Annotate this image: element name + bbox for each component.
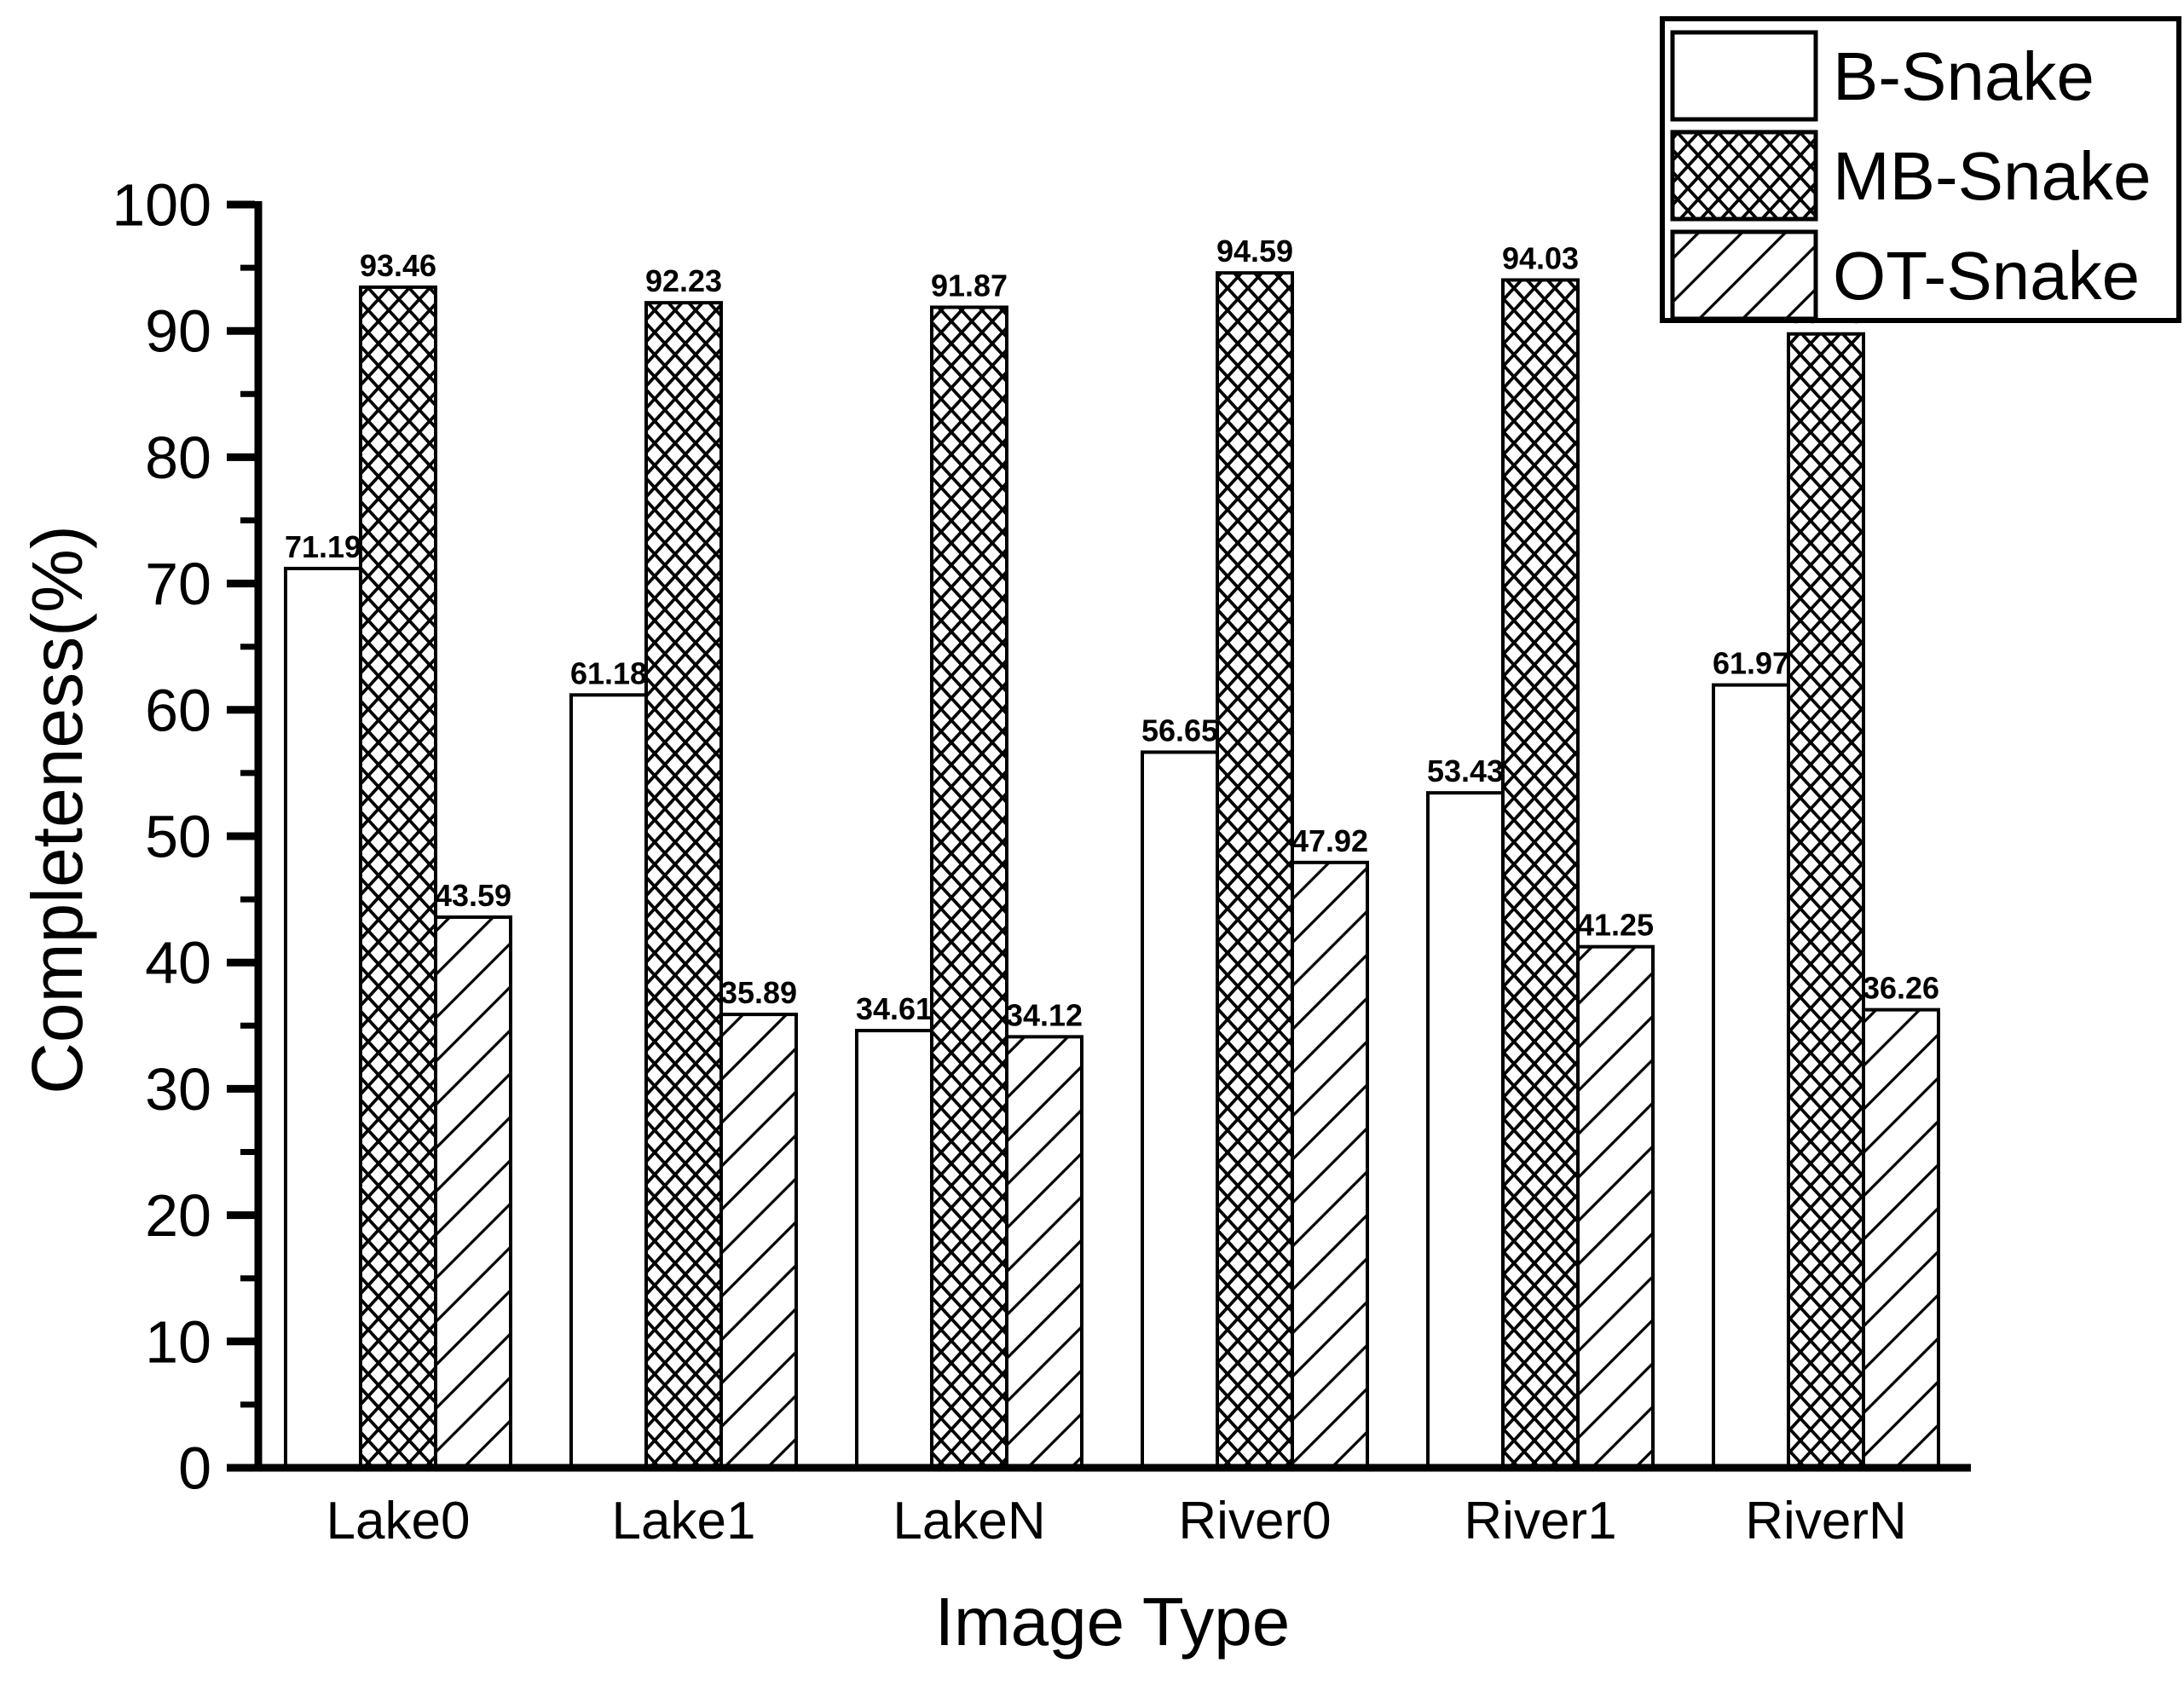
bar-OT-Snake-Lake1 xyxy=(719,1013,798,1469)
x-tick-label-LakeN: LakeN xyxy=(893,1492,1045,1550)
y-axis-title: Completeness(%) xyxy=(17,525,97,1094)
x-tick-label-River1: River1 xyxy=(1464,1492,1616,1550)
value-label-B-Snake-RiverN: 61.97 xyxy=(1713,646,1789,681)
x-tick-label-RiverN: RiverN xyxy=(1745,1492,1906,1550)
legend-swatch-mb-snake xyxy=(1670,130,1818,222)
value-label-MB-Snake-LakeN: 91.87 xyxy=(931,268,1008,303)
legend-item-b-snake: B-Snake xyxy=(1670,30,2094,122)
bar-OT-Snake-River1 xyxy=(1576,944,1655,1470)
bar-MB-Snake-River1 xyxy=(1501,278,1580,1470)
x-tick-label-Lake1: Lake1 xyxy=(612,1492,756,1550)
legend-item-mb-snake: MB-Snake xyxy=(1670,130,2151,222)
value-label-OT-Snake-River0: 47.92 xyxy=(1291,823,1368,858)
y-tick-label-40: 40 xyxy=(145,930,211,996)
bar-B-Snake-River1 xyxy=(1426,791,1505,1469)
bar-B-Snake-Lake1 xyxy=(569,693,648,1469)
legend-swatch-b-snake xyxy=(1670,30,1818,122)
value-label-OT-Snake-River1: 41.25 xyxy=(1577,908,1654,943)
bar-B-Snake-River0 xyxy=(1141,750,1219,1469)
bar-MB-Snake-River0 xyxy=(1216,271,1294,1470)
bar-OT-Snake-RiverN xyxy=(1862,1008,1940,1470)
bar-OT-Snake-River0 xyxy=(1291,860,1369,1469)
value-label-OT-Snake-LakeN: 34.12 xyxy=(1006,997,1083,1032)
value-label-B-Snake-River0: 56.65 xyxy=(1141,713,1218,748)
bar-OT-Snake-LakeN xyxy=(1005,1035,1083,1469)
y-tick-label-10: 10 xyxy=(145,1308,211,1375)
y-tick-label-30: 30 xyxy=(145,1056,211,1123)
value-label-MB-Snake-River1: 94.03 xyxy=(1502,240,1579,275)
bar-MB-Snake-RiverN xyxy=(1787,332,1865,1469)
x-axis-title: Image Type xyxy=(935,1584,1291,1660)
y-tick-label-20: 20 xyxy=(145,1182,211,1249)
y-tick-label-100: 100 xyxy=(112,172,211,239)
y-tick-label-90: 90 xyxy=(145,298,211,365)
value-label-OT-Snake-RiverN: 36.26 xyxy=(1863,971,1939,1006)
value-label-B-Snake-LakeN: 34.61 xyxy=(856,991,933,1026)
value-label-OT-Snake-Lake0: 43.59 xyxy=(435,878,511,913)
legend-label-b-snake: B-Snake xyxy=(1833,38,2094,114)
y-tick-label-60: 60 xyxy=(145,677,211,743)
legend-label-ot-snake: OT-Snake xyxy=(1833,238,2140,314)
x-tick-label-Lake0: Lake0 xyxy=(326,1492,471,1550)
legend-item-ot-snake: OT-Snake xyxy=(1670,229,2140,321)
bar-OT-Snake-Lake0 xyxy=(434,915,512,1469)
value-label-B-Snake-Lake1: 61.18 xyxy=(570,655,647,690)
bar-MB-Snake-Lake0 xyxy=(359,285,437,1469)
value-label-B-Snake-Lake0: 71.19 xyxy=(285,529,361,564)
bars-layer: 71.19 93.46 43.59 61.18 92.23 35.89 34.61 91.87… xyxy=(284,234,1940,1470)
value-label-MB-Snake-River0: 94.59 xyxy=(1216,234,1293,268)
bar-B-Snake-RiverN xyxy=(1712,683,1790,1469)
legend: B-Snake MB-Snake OT-Snake xyxy=(1660,16,2181,323)
bar-B-Snake-LakeN xyxy=(855,1029,933,1470)
y-tick-label-80: 80 xyxy=(145,424,211,491)
bar-MB-Snake-LakeN xyxy=(930,305,1008,1470)
value-label-B-Snake-River1: 53.43 xyxy=(1427,754,1504,788)
y-tick-label-0: 0 xyxy=(178,1435,211,1502)
bar-MB-Snake-Lake1 xyxy=(644,301,723,1470)
axis-layer: Lake0 Lake1 LakeN River0 River1 RiverN 0 10 20 30… xyxy=(112,172,1907,1551)
y-tick-label-70: 70 xyxy=(145,551,211,617)
legend-label-mb-snake: MB-Snake xyxy=(1833,138,2151,214)
x-tick-label-River0: River0 xyxy=(1178,1492,1331,1550)
value-label-MB-Snake-Lake0: 93.46 xyxy=(360,248,436,283)
value-label-OT-Snake-Lake1: 35.89 xyxy=(720,975,797,1010)
y-tick-label-50: 50 xyxy=(145,804,211,870)
legend-swatch-ot-snake xyxy=(1670,229,1818,321)
value-label-MB-Snake-Lake1: 92.23 xyxy=(645,263,722,298)
bar-B-Snake-Lake0 xyxy=(284,566,362,1469)
